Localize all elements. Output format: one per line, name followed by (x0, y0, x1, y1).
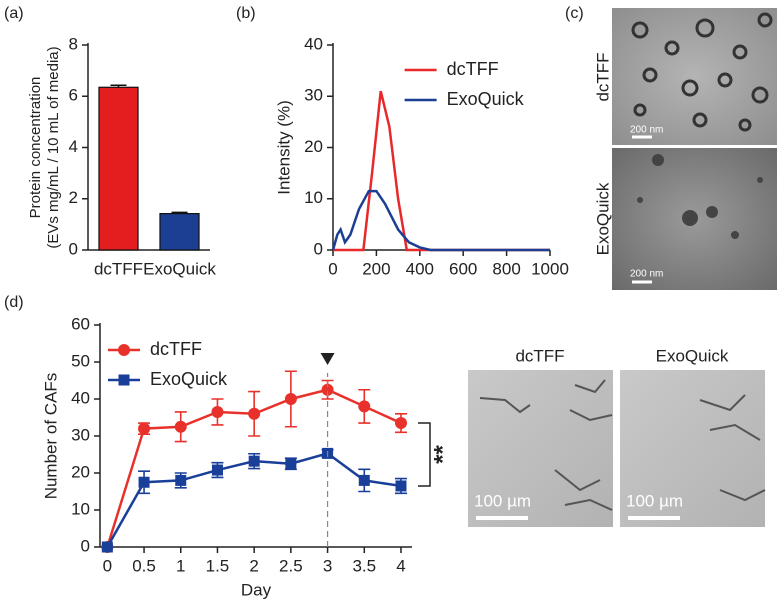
y-tick-label: 30 (71, 425, 90, 444)
y-tick-label: 20 (71, 462, 90, 481)
x-tick-label: 0 (328, 259, 337, 278)
x-tick-label: 2.5 (279, 556, 303, 575)
y-tick-label: 60 (71, 314, 90, 333)
x-tick-label: 3.5 (352, 556, 376, 575)
y-tick-label: 2 (69, 188, 78, 207)
legend-label: dcTFF (447, 59, 499, 79)
light-micrographs: dcTFF ExoQuick 100 µm 100 µm (468, 346, 766, 527)
x-tick-label: 1.5 (206, 556, 230, 575)
micrograph (620, 370, 765, 527)
marker (211, 464, 223, 476)
image-label: dcTFF (593, 52, 612, 101)
x-tick-label: 400 (406, 259, 434, 278)
marker (248, 407, 261, 420)
marker (285, 458, 297, 470)
y-tick-label: 20 (304, 137, 323, 156)
x-tick-label: 1 (176, 556, 185, 575)
legend-label: ExoQuick (150, 369, 228, 389)
panel-label: (b) (236, 5, 256, 22)
tem-images: 200 nm 200 nm dcTFF ExoQuick (593, 8, 777, 290)
y-axis-label: Number of CAFs (41, 373, 60, 500)
legend-label: dcTFF (150, 339, 202, 359)
x-tick-label: 0.5 (132, 556, 156, 575)
vesicles (631, 12, 773, 132)
legend-marker (118, 374, 130, 386)
x-axis-label: Day (241, 580, 272, 599)
marker (394, 417, 407, 430)
x-tick-label: 2 (249, 556, 258, 575)
y-tick-label: 10 (304, 188, 323, 207)
image-label: ExoQuick (593, 182, 612, 255)
bar (98, 86, 139, 251)
vesicles (637, 154, 763, 239)
scale-label: 200 nm (630, 125, 663, 136)
marker (101, 541, 113, 553)
marker (175, 474, 187, 486)
panel-label: (c) (565, 5, 584, 22)
scale-label: 100 µm (474, 491, 531, 510)
marker (138, 476, 150, 488)
cells (479, 379, 766, 511)
y-axis-label: Protein concentration (27, 77, 44, 219)
x-tick-label: 3 (323, 556, 332, 575)
marker (358, 400, 371, 413)
bar (159, 213, 200, 251)
marker (174, 420, 187, 433)
y-axis-label: (EVs mg/mL / 10 mL of media) (45, 46, 62, 248)
bracket (418, 422, 431, 487)
y-tick-label: 40 (71, 388, 90, 407)
legend-label: ExoQuick (447, 89, 525, 109)
image-label: dcTFF (515, 346, 564, 365)
panel-label: (a) (4, 5, 24, 22)
marker (138, 422, 151, 435)
y-axis-label: Intensity (%) (274, 100, 293, 194)
error-bar (110, 84, 127, 88)
significance: ** (429, 445, 456, 464)
y-tick-label: 50 (71, 351, 90, 370)
y-tick-label: 10 (71, 499, 90, 518)
y-tick-label: 40 (304, 34, 323, 53)
x-tick-label: 0 (103, 556, 112, 575)
series-line (331, 189, 550, 252)
arrow-marker (320, 353, 335, 365)
marker (395, 480, 407, 492)
x-tick-label: 1000 (531, 259, 569, 278)
y-tick-label: 4 (69, 137, 78, 156)
marker (358, 474, 370, 486)
error-bar (171, 211, 188, 214)
marker (211, 405, 224, 418)
x-tick-label: ExoQuick (143, 259, 216, 278)
x-tick-label: 600 (449, 259, 477, 278)
y-tick-label: 8 (69, 34, 78, 53)
legend-marker (118, 344, 130, 356)
y-tick-label: 30 (304, 86, 323, 105)
panel-label: (d) (4, 294, 24, 311)
y-tick-label: 0 (69, 239, 78, 258)
marker (284, 393, 297, 405)
image-label: ExoQuick (656, 346, 729, 365)
x-tick-label: 800 (492, 259, 520, 278)
scale-label: 200 nm (630, 269, 663, 280)
marker (248, 455, 260, 467)
y-tick-label: 0 (314, 239, 323, 258)
scale-label: 100 µm (626, 491, 683, 510)
y-tick-label: 0 (81, 536, 90, 555)
marker (321, 383, 334, 396)
series-line (333, 90, 550, 252)
x-tick-label: 4 (396, 556, 405, 575)
x-tick-label: dcTFF (94, 259, 143, 278)
x-tick-label: 200 (362, 259, 390, 278)
y-tick-label: 6 (69, 86, 78, 105)
